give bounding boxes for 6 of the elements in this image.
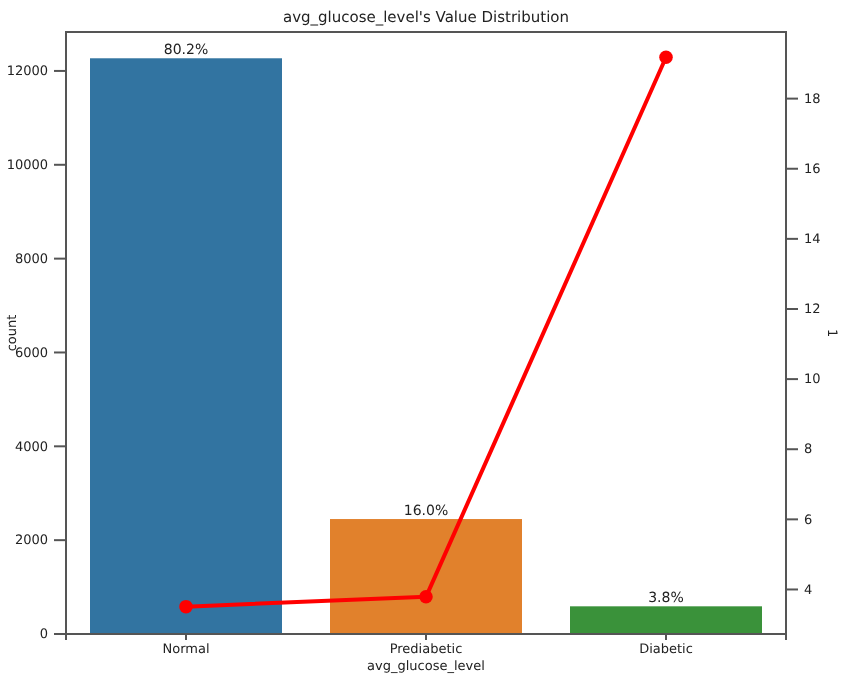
bar [570, 606, 762, 634]
bar [330, 519, 522, 634]
point [659, 50, 673, 64]
bar [90, 58, 282, 634]
point [419, 590, 433, 604]
point [179, 599, 193, 614]
